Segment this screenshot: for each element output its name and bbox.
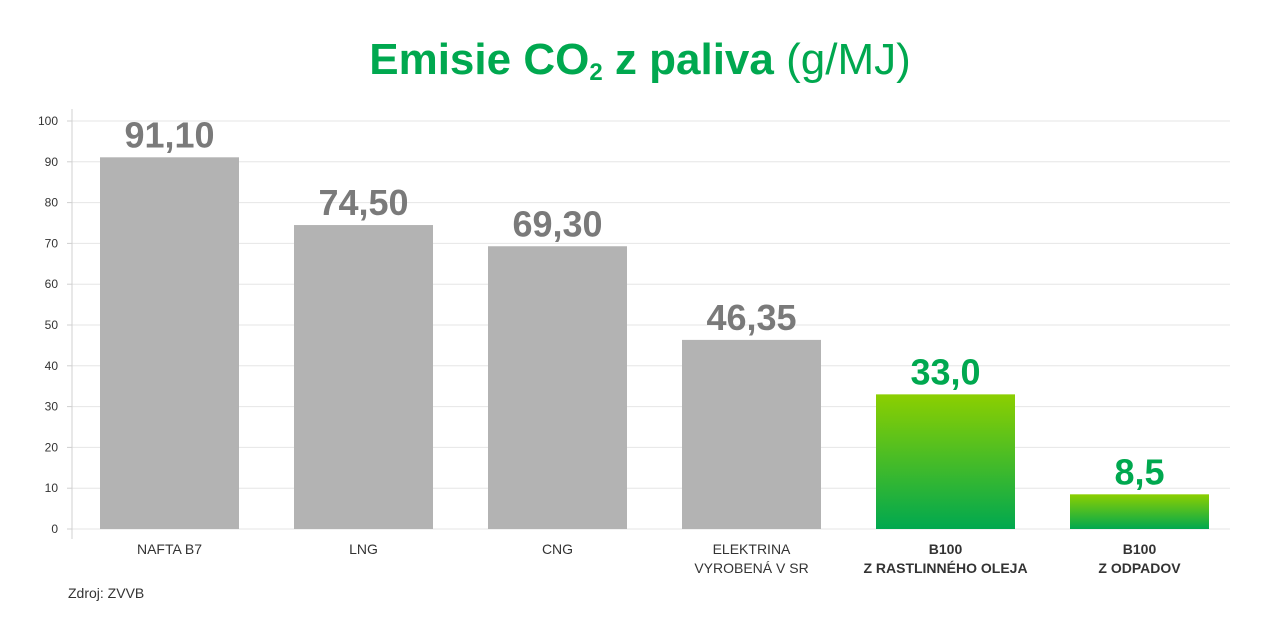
y-tick-label: 80	[45, 196, 59, 210]
category-label: B100	[929, 541, 963, 557]
data-label: 8,5	[1114, 451, 1164, 492]
bar	[100, 157, 239, 529]
category-labels: NAFTA B7 LNG CNG ELEKTRINA VYROBENÁ V SR B100…	[137, 541, 1181, 576]
y-tick-label: 70	[45, 236, 59, 250]
y-tick-label: 20	[45, 440, 59, 454]
bar	[488, 246, 627, 530]
y-tick-label: 0	[51, 522, 58, 536]
y-tick-label: 40	[45, 359, 59, 373]
y-tick-label: 60	[45, 277, 59, 291]
bars	[100, 157, 1209, 530]
data-label: 74,50	[318, 182, 408, 223]
category-label: CNG	[542, 541, 573, 557]
chart-title: Emisie CO2 z paliva (g/MJ)	[0, 30, 1280, 90]
data-label: 33,0	[910, 351, 980, 392]
data-label: 69,30	[512, 203, 602, 244]
title-subscript: 2	[589, 59, 603, 86]
y-axis: 0 10 20 30 40 50 60 70 80 90 100	[38, 109, 73, 539]
bar	[294, 225, 433, 530]
title-main: Emisie CO	[369, 35, 590, 84]
data-label: 46,35	[706, 297, 796, 338]
bar	[1070, 494, 1209, 529]
category-label: Z ODPADOV	[1098, 560, 1181, 576]
y-tick-label: 30	[45, 400, 59, 414]
category-label: VYROBENÁ V SR	[694, 560, 808, 576]
value-labels: 91,10 74,50 69,30 46,35 33,0 8,5	[124, 114, 1164, 492]
gridlines	[72, 120, 1230, 530]
category-label: Z RASTLINNÉHO OLEJA	[863, 560, 1027, 576]
source-note: Zdroj: ZVVB	[68, 585, 145, 601]
category-label: LNG	[349, 541, 378, 557]
y-tick-label: 90	[45, 155, 59, 169]
category-label: B100	[1123, 541, 1157, 557]
category-label: ELEKTRINA	[713, 541, 791, 557]
y-tick-label: 100	[38, 114, 58, 128]
category-label: NAFTA B7	[137, 541, 202, 557]
bar	[876, 394, 1015, 529]
title-unit: (g/MJ)	[773, 35, 911, 84]
y-tick-label: 10	[45, 481, 59, 495]
bar	[682, 339, 821, 529]
data-label: 91,10	[124, 114, 214, 155]
title-rest: z paliva	[602, 35, 774, 84]
y-tick-label: 50	[45, 318, 59, 332]
